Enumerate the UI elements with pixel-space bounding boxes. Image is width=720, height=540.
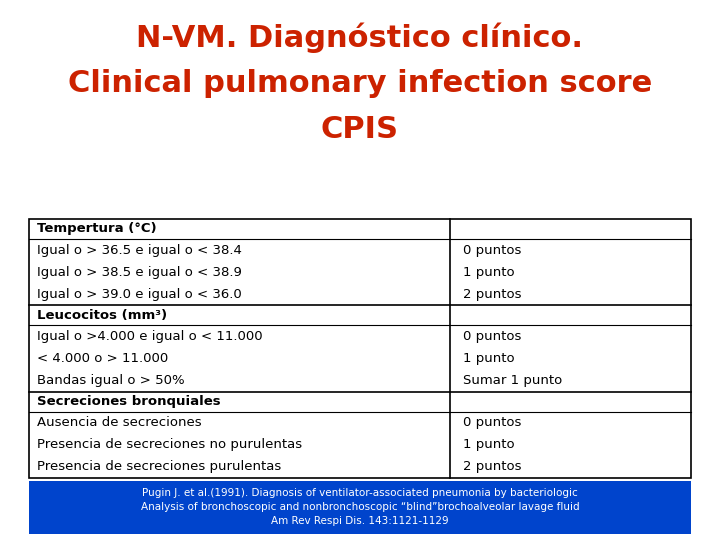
Text: 1 punto: 1 punto <box>463 438 515 451</box>
Text: Pugin J. et al.(1991). Diagnosis of ventilator-associated pneumonia by bacteriol: Pugin J. et al.(1991). Diagnosis of vent… <box>140 488 580 526</box>
Text: 2 puntos: 2 puntos <box>463 288 521 301</box>
Text: Bandas igual o > 50%: Bandas igual o > 50% <box>37 374 185 387</box>
Text: 0 puntos: 0 puntos <box>463 416 521 429</box>
Bar <box>29 219 691 478</box>
Text: 0 puntos: 0 puntos <box>463 330 521 343</box>
Text: Presencia de secreciones no purulentas: Presencia de secreciones no purulentas <box>37 438 302 451</box>
Text: Igual o >4.000 e igual o < 11.000: Igual o >4.000 e igual o < 11.000 <box>37 330 263 343</box>
Text: Igual o > 36.5 e igual o < 38.4: Igual o > 36.5 e igual o < 38.4 <box>37 244 243 256</box>
Bar <box>29 481 691 534</box>
Text: Presencia de secreciones purulentas: Presencia de secreciones purulentas <box>37 461 282 474</box>
Text: N-VM. Diagnóstico clínico.: N-VM. Diagnóstico clínico. <box>137 23 583 53</box>
Text: Sumar 1 punto: Sumar 1 punto <box>463 374 562 387</box>
Text: 1 punto: 1 punto <box>463 352 515 365</box>
Text: Igual o > 38.5 e igual o < 38.9: Igual o > 38.5 e igual o < 38.9 <box>37 266 243 279</box>
Text: Secreciones bronquiales: Secreciones bronquiales <box>37 395 221 408</box>
Text: Tempertura (°C): Tempertura (°C) <box>37 222 157 235</box>
Text: Clinical pulmonary infection score: Clinical pulmonary infection score <box>68 69 652 98</box>
Text: CPIS: CPIS <box>321 115 399 144</box>
Text: < 4.000 o > 11.000: < 4.000 o > 11.000 <box>37 352 168 365</box>
Text: 2 puntos: 2 puntos <box>463 461 521 474</box>
Text: Leucocitos (mm³): Leucocitos (mm³) <box>37 309 168 322</box>
Text: 0 puntos: 0 puntos <box>463 244 521 256</box>
Text: Ausencia de secreciones: Ausencia de secreciones <box>37 416 202 429</box>
Text: Igual o > 39.0 e igual o < 36.0: Igual o > 39.0 e igual o < 36.0 <box>37 288 242 301</box>
Text: 1 punto: 1 punto <box>463 266 515 279</box>
